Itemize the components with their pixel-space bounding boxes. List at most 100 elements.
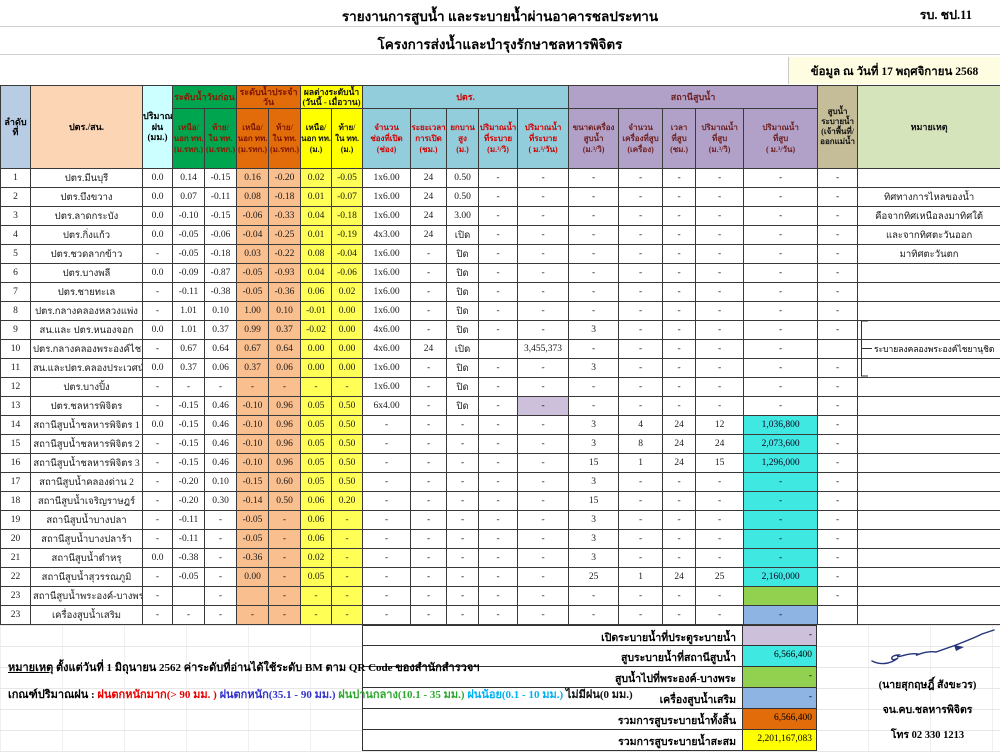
cell: 3.00 [446,206,480,226]
cell: - [142,434,173,454]
cell: 1.01 [172,301,205,321]
cell: 0.06 [267,358,302,378]
cell: 21 [0,548,31,568]
cell: 24 [662,434,697,454]
cell: - [695,206,745,226]
cell: - [568,605,620,625]
cell: - [517,263,570,283]
table-body: 1 ปตร.มีนบุรี 0.0 0.14 -0.15 0.16 -0.20 0.02 -0.… [0,168,1000,625]
cell: -0.36 [267,282,302,302]
cell: - [817,415,859,435]
cell: 0.05 [300,567,333,587]
cell: ปตร.กลางคลองพระองค์ไชยานุชิด [30,339,143,359]
cell: 1 [618,453,664,473]
cell: - [362,434,412,454]
cell: 1x6.00 [362,377,412,397]
cell: 12 [695,415,745,435]
table-row: 7 ปตร.ชายทะเล - -0.11 -0.38 -0.05 -0.36 0.06 0.0… [0,282,1000,302]
cell: 4x6.00 [362,320,412,340]
cell: - [204,567,237,587]
cell: 1x6.00 [362,358,412,378]
cell: - [618,301,664,321]
cell: -0.11 [204,187,237,207]
cell: - [142,377,173,397]
table-row: 5 ปตร.ชวดลากข้าว - -0.05 -0.18 0.03 -0.22 0.08-… [0,244,1000,264]
cell: - [695,529,745,549]
cell: 0.37 [236,358,269,378]
cell: - [478,415,519,435]
cell: ปตร.ชลหารพิจิตร [30,396,143,416]
group-header-pump-station: สถานีสูบน้ำ [568,85,819,109]
cell: ปิด [446,358,480,378]
cell: - [331,586,364,606]
cell: - [267,586,302,606]
summary-row: รวมการสูบระบายน้ำสะสม 2,201,167,083 [362,730,817,751]
cell: -0.05 [236,529,269,549]
cell: - [478,168,519,188]
cell: - [517,225,570,245]
cell: ปตร.กลางคลองหลวงแพ่ง [30,301,143,321]
cell [857,415,1000,435]
cell [857,358,1000,378]
cell: - [743,339,819,359]
cell: 3 [568,472,620,492]
cell: - [446,586,480,606]
cell: -0.05 [236,263,269,283]
cell: - [743,529,819,549]
cell: - [817,168,859,188]
cell: 4 [618,415,664,435]
cell: -0.18 [204,244,237,264]
cell: - [817,396,859,416]
cell: 8 [0,301,31,321]
cell: - [410,263,448,283]
cell: 18 [0,491,31,511]
cell: 3,455,373 [517,339,570,359]
cell: - [267,548,302,568]
cell: 2,160,000 [743,567,819,587]
cell: - [695,491,745,511]
cell: 0.02 [300,548,333,568]
cell: - [478,453,519,473]
cell: -0.05 [172,225,205,245]
cell [857,586,1000,606]
cell: - [267,377,302,397]
cell: 0.00 [331,339,364,359]
cell: - [410,548,448,568]
cell: 3 [568,415,620,435]
cell: - [362,491,412,511]
cell: เครื่องสูบน้ำเสริม [30,605,143,625]
cell: 4 [0,225,31,245]
cell: 0.06 [300,529,333,549]
cell: - [817,187,859,207]
cell: 0.00 [331,301,364,321]
cell: 4x6.00 [362,339,412,359]
cell: - [517,453,570,473]
col-header-rain: ปริมาณ ฝน (มม.) [142,85,173,169]
cell: - [172,605,205,625]
cell: -0.01 [300,301,333,321]
cell: -0.20 [172,491,205,511]
cell: - [517,187,570,207]
cell: - [743,225,819,245]
cell: มาทิศตะวันตก [857,244,1000,264]
cell: - [618,263,664,283]
footnotes: หมายเหตุ ตั้งแต่วันที่ 1 มิถุนายน 2562 ค… [8,658,633,712]
cell: 0.99 [236,320,269,340]
cell: 0.46 [204,415,237,435]
cell: 0.05 [300,472,333,492]
cell: สถานีสูบน้ำบางปลาร้า [30,529,143,549]
cell: - [568,282,620,302]
summary-row: เปิดระบายน้ำที่ประตูระบายน้ำ - [362,625,817,646]
group-header-gate: ปตร. [362,85,570,109]
cell: - [478,491,519,511]
table-row: 19 สถานีสูบน้ำบางปลา - -0.11- -0.05-0.06- - - -… [0,510,1000,530]
cell: คือจากทิศเหนือลงมาทิศใต้ [857,206,1000,226]
cell: - [478,225,519,245]
cell: 9 [0,320,31,340]
cell: - [517,434,570,454]
cell: - [662,586,697,606]
cell: - [331,567,364,587]
cell: - [662,263,697,283]
cell [857,320,1000,340]
cell: -0.15 [172,415,205,435]
